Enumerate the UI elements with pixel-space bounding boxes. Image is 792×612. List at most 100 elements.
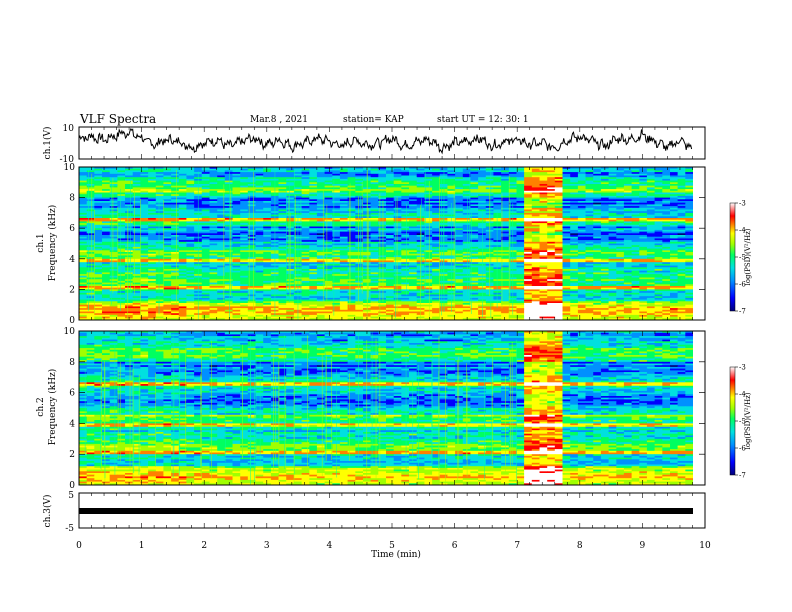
spectrogram-cell: [186, 201, 195, 204]
spectrogram-cell: [401, 189, 410, 192]
spectrogram-cell: [600, 199, 609, 202]
spectrogram-cell: [209, 199, 218, 202]
spectrogram-cell: [508, 194, 517, 197]
spectrogram-cell: [478, 167, 487, 170]
spectrogram-cell: [478, 194, 487, 197]
spectrogram-cell: [654, 201, 663, 204]
spectrogram-cell: [263, 180, 272, 183]
spectrogram-cell: [217, 194, 226, 197]
spectrogram-cell: [539, 187, 548, 190]
spectrogram-cell: [616, 190, 625, 193]
spectrogram-cell: [102, 178, 111, 181]
spectrogram-cell: [324, 167, 333, 170]
spectrogram-cell: [109, 195, 118, 198]
spectrogram-cell: [255, 190, 264, 193]
spectrogram-cell: [171, 190, 180, 193]
spectrogram-cell: [516, 187, 525, 190]
spectrogram-cell: [178, 194, 187, 197]
spectrogram-cell: [524, 175, 533, 178]
spectrogram-cell: [148, 197, 157, 200]
spectrogram-cell: [209, 168, 218, 171]
spectrogram-cell: [524, 190, 533, 193]
start-time-label: start UT = 12: 30: 1: [437, 115, 529, 125]
spectrogram-cell: [378, 199, 387, 202]
ch1-waveform-line: [78, 127, 693, 155]
spectrogram-cell: [125, 194, 134, 197]
spectrogram-cell: [255, 202, 264, 205]
spectrogram-cell: [516, 178, 525, 181]
spectrogram-cell: [409, 189, 418, 192]
spectrogram-cell: [570, 202, 579, 205]
spectrogram-cell: [685, 202, 694, 205]
spectrogram-cell: [600, 170, 609, 173]
spectrogram-cell: [186, 167, 195, 170]
spectrogram-cell: [370, 185, 379, 188]
spectrogram-cell: [316, 195, 325, 198]
spectrogram-cell: [109, 204, 118, 207]
spectrogram-cell: [493, 202, 502, 205]
spectrogram-cell: [378, 168, 387, 171]
spectrogram-cell: [347, 190, 356, 193]
spectrogram-cell: [355, 189, 364, 192]
spectrogram-cell: [148, 202, 157, 205]
spectrogram-cell: [386, 175, 395, 178]
spectrogram-cell: [148, 185, 157, 188]
spectrogram-cell: [677, 195, 686, 198]
spectrogram-cell: [539, 182, 548, 185]
spectrogram-cell: [600, 189, 609, 192]
spectrogram-cell: [562, 172, 571, 175]
spectrogram-cell: [109, 201, 118, 204]
spectrogram-cell: [378, 190, 387, 193]
spectrogram-cell: [316, 175, 325, 178]
spectrogram-cell: [631, 177, 640, 180]
spectrogram-cell: [217, 170, 226, 173]
spectrogram-cell: [209, 187, 218, 190]
spectrogram-cell: [600, 180, 609, 183]
spectrogram-cell: [132, 175, 141, 178]
spectrogram-cell: [209, 167, 218, 170]
spectrogram-cell: [531, 173, 540, 176]
spectrogram-cell: [616, 172, 625, 175]
spectrogram-cell: [178, 180, 187, 183]
spectrogram-cell: [355, 178, 364, 181]
spectrogram-cell: [263, 182, 272, 185]
spectrogram-cell: [570, 184, 579, 187]
spectrogram-cell: [501, 182, 510, 185]
spectrogram-cell: [332, 170, 341, 173]
spectrogram-cell: [432, 194, 441, 197]
spectrogram-cell: [616, 187, 625, 190]
spectrogram-cell: [140, 180, 149, 183]
spectrogram-cell: [355, 187, 364, 190]
spectrogram-cell: [309, 189, 318, 192]
spectrogram-cell: [485, 194, 494, 197]
spectrogram-cell: [531, 175, 540, 178]
spectrogram-cell: [155, 170, 164, 173]
spectrogram-cell: [539, 201, 548, 204]
spectrogram-cell: [355, 175, 364, 178]
spectrogram-cell: [301, 170, 310, 173]
spectrogram-cell: [309, 172, 318, 175]
spectrogram-cell: [117, 201, 126, 204]
spectrogram-cell: [470, 168, 479, 171]
spectrogram-cell: [347, 197, 356, 200]
spectrogram-cell: [332, 187, 341, 190]
spectrogram-cell: [316, 189, 325, 192]
spectrogram-cell: [393, 201, 402, 204]
spectrogram-cell: [516, 185, 525, 188]
spectrogram-cell: [662, 177, 671, 180]
spectrogram-cell: [132, 182, 141, 185]
spectrogram-cell: [132, 172, 141, 175]
chart-title: VLF Spectra: [79, 112, 156, 126]
spectrogram-cell: [677, 175, 686, 178]
spectrogram-cell: [247, 170, 256, 173]
spectrogram-cell: [201, 184, 210, 187]
spectrogram-cell: [577, 170, 586, 173]
spectrogram-cell: [562, 192, 571, 195]
spectrogram-cell: [508, 167, 517, 170]
spectrogram-cell: [478, 195, 487, 198]
spectrogram-cell: [508, 177, 517, 180]
spectrogram-cell: [86, 177, 95, 180]
spectrogram-cell: [646, 180, 655, 183]
spectrogram-cell: [501, 192, 510, 195]
spectrogram-cell: [324, 172, 333, 175]
